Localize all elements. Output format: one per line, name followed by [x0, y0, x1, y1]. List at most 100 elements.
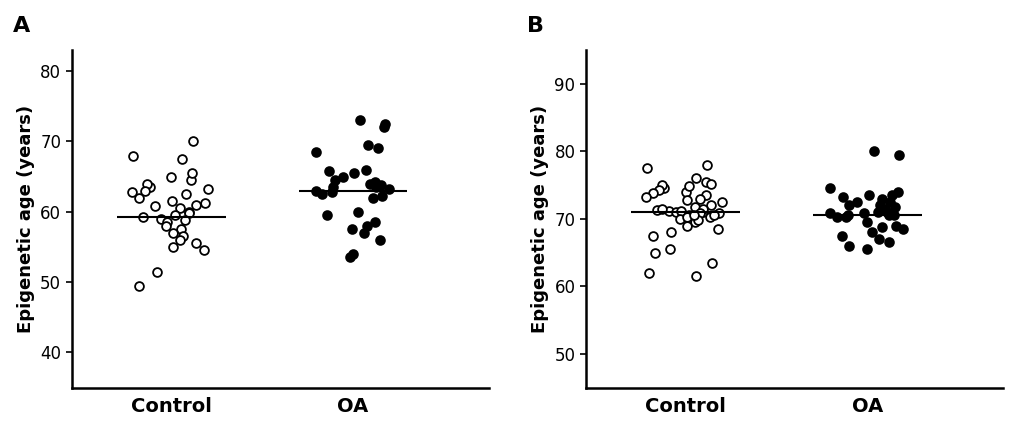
Point: [644, 190, 660, 197]
Point: [187, 240, 204, 247]
Point: [163, 173, 179, 180]
Point: [158, 223, 174, 229]
Point: [341, 254, 358, 261]
Point: [660, 207, 677, 214]
Text: B: B: [527, 16, 544, 36]
Point: [159, 219, 175, 226]
Point: [175, 233, 192, 240]
Point: [827, 214, 844, 221]
Point: [887, 203, 903, 210]
Point: [705, 212, 721, 219]
Point: [880, 212, 897, 219]
Point: [380, 186, 396, 193]
Point: [868, 209, 884, 216]
Point: [865, 148, 881, 155]
Point: [357, 166, 373, 173]
Point: [833, 232, 849, 239]
Point: [878, 209, 895, 216]
Point: [858, 219, 874, 226]
Point: [200, 186, 216, 193]
Point: [872, 223, 889, 230]
Point: [324, 189, 340, 196]
Point: [360, 142, 376, 149]
Point: [686, 219, 702, 226]
Y-axis label: Epigenetic age (years): Epigenetic age (years): [530, 105, 548, 333]
Point: [135, 214, 151, 221]
Point: [873, 195, 890, 202]
Point: [890, 151, 906, 158]
Point: [370, 145, 386, 152]
Point: [183, 177, 200, 184]
Point: [164, 229, 180, 236]
Point: [326, 177, 342, 184]
Point: [149, 268, 165, 275]
Point: [653, 205, 669, 212]
Point: [870, 236, 887, 242]
Point: [164, 198, 180, 205]
Point: [153, 215, 169, 222]
Point: [871, 202, 888, 209]
Point: [655, 185, 672, 192]
Point: [697, 178, 713, 185]
Point: [137, 187, 153, 194]
Point: [174, 155, 191, 162]
Point: [320, 168, 336, 174]
Point: [887, 222, 903, 229]
Point: [688, 175, 704, 182]
Point: [672, 215, 688, 222]
Point: [366, 219, 382, 226]
Point: [335, 173, 352, 180]
Point: [367, 184, 383, 191]
Point: [894, 226, 910, 233]
Point: [314, 191, 330, 197]
Point: [180, 210, 197, 216]
Point: [709, 226, 726, 233]
Point: [686, 203, 702, 210]
Text: A: A: [13, 16, 31, 36]
Point: [821, 210, 838, 217]
Point: [673, 207, 689, 214]
Point: [698, 192, 714, 199]
Point: [139, 180, 155, 187]
Point: [346, 170, 363, 177]
Point: [644, 232, 660, 239]
Point: [681, 212, 697, 219]
Point: [685, 212, 701, 219]
Point: [650, 187, 666, 194]
Point: [698, 162, 714, 168]
Point: [666, 209, 683, 216]
Point: [308, 187, 324, 194]
Point: [875, 205, 892, 212]
Point: [849, 198, 865, 205]
Point: [713, 198, 730, 205]
Point: [701, 213, 717, 220]
Y-axis label: Epigenetic age (years): Epigenetic age (years): [16, 105, 35, 333]
Point: [681, 183, 697, 190]
Point: [125, 152, 142, 159]
Point: [662, 229, 679, 236]
Point: [123, 189, 140, 196]
Point: [352, 117, 368, 124]
Point: [863, 229, 879, 236]
Point: [372, 236, 388, 243]
Point: [373, 192, 389, 199]
Point: [166, 212, 182, 219]
Point: [646, 249, 662, 256]
Point: [883, 192, 900, 199]
Point: [661, 246, 678, 253]
Point: [886, 212, 902, 219]
Point: [702, 202, 718, 209]
Point: [184, 138, 201, 145]
Point: [367, 179, 383, 186]
Point: [880, 198, 897, 205]
Point: [821, 185, 838, 192]
Point: [376, 124, 392, 131]
Point: [637, 194, 653, 200]
Point: [710, 210, 727, 217]
Point: [890, 188, 906, 195]
Point: [178, 191, 195, 197]
Point: [359, 223, 375, 229]
Point: [678, 214, 694, 221]
Point: [677, 188, 693, 195]
Point: [879, 239, 896, 246]
